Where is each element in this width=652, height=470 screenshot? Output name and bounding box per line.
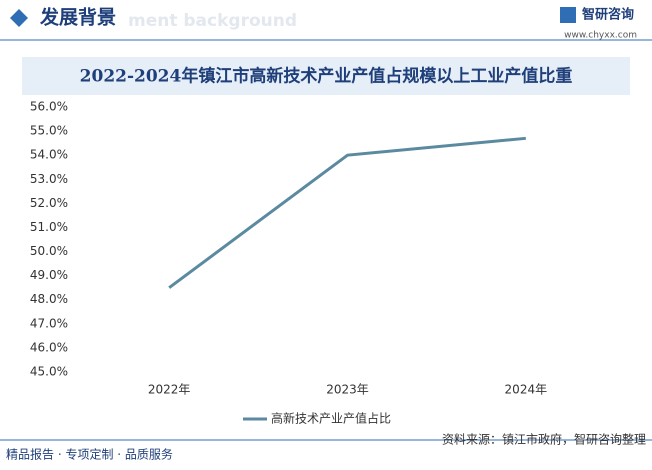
header-subtitle: ment background bbox=[128, 11, 297, 31]
y-tick-label: 56.0% bbox=[30, 100, 68, 114]
y-tick-label: 45.0% bbox=[30, 365, 68, 379]
y-tick-label: 50.0% bbox=[30, 244, 68, 258]
y-tick-label: 48.0% bbox=[30, 292, 68, 306]
logo-text: 智研咨询 bbox=[582, 7, 634, 23]
y-tick-label: 53.0% bbox=[30, 172, 68, 186]
header-title: 发展背景 bbox=[39, 6, 116, 29]
y-tick-label: 54.0% bbox=[30, 148, 68, 162]
footer-left: 精品报告 · 专项定制 · 品质服务 bbox=[6, 447, 173, 462]
footer-source: 资料来源：镇江市政府，智研咨询整理 bbox=[442, 432, 646, 447]
y-tick-label: 47.0% bbox=[30, 316, 68, 330]
y-tick-label: 46.0% bbox=[30, 340, 68, 354]
logo-url: www.chyxx.com bbox=[564, 31, 637, 41]
logo-icon bbox=[560, 7, 576, 23]
x-tick-label: 2024年 bbox=[505, 383, 548, 397]
x-tick-label: 2022年 bbox=[148, 383, 191, 397]
y-tick-label: 52.0% bbox=[30, 196, 68, 210]
header-icon bbox=[10, 9, 28, 27]
y-tick-label: 49.0% bbox=[30, 268, 68, 282]
y-tick-label: 55.0% bbox=[30, 124, 68, 138]
x-tick-label: 2023年 bbox=[326, 383, 369, 397]
legend-label: 高新技术产业产值占比 bbox=[271, 411, 391, 426]
title-box bbox=[22, 57, 630, 95]
y-tick-label: 51.0% bbox=[30, 220, 68, 234]
chart-title: 2022-2024年镇江市高新技术产业产值占规模以上工业产值比重 bbox=[80, 66, 573, 87]
series-line bbox=[168, 136, 526, 289]
